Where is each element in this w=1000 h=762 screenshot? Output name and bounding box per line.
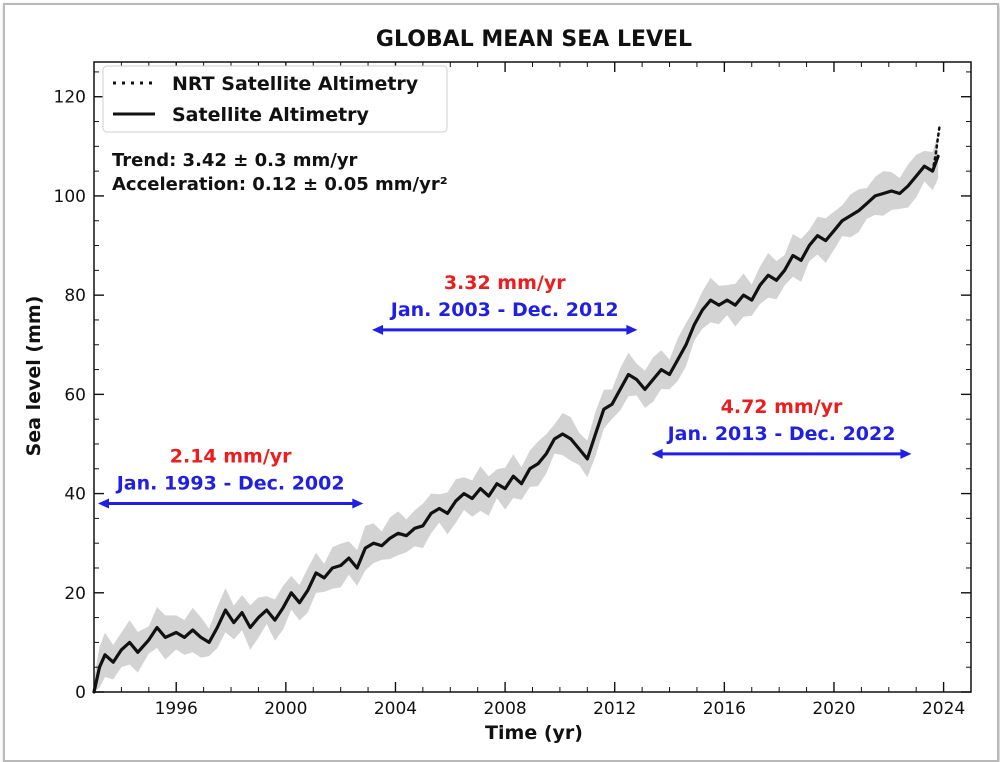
rate-label: 4.72 mm/yr (721, 396, 843, 418)
chart-title: GLOBAL MEAN SEA LEVEL (376, 27, 692, 52)
period-label: Jan. 1993 - Dec. 2002 (115, 472, 345, 494)
arrow-head-right (626, 324, 638, 335)
x-tick-label: 2012 (593, 699, 636, 719)
uncertainty-band-layer (94, 133, 939, 692)
y-tick-label: 80 (64, 286, 86, 306)
x-axis-label: Time (yr) (485, 722, 583, 744)
acceleration-text: Acceleration: 0.12 ± 0.05 mm/yr² (112, 174, 448, 195)
series-line-nrt (931, 125, 941, 173)
y-tick-label: 100 (54, 187, 86, 207)
x-tick-label: 1996 (155, 699, 198, 719)
y-tick-label: 60 (64, 385, 86, 405)
arrow-head-right (900, 448, 912, 459)
x-tick-label: 2016 (703, 699, 746, 719)
rate-label: 2.14 mm/yr (170, 445, 292, 467)
legend: NRT Satellite Altimetry Satellite Altime… (102, 65, 448, 133)
legend-box (102, 65, 448, 133)
trend-text: Trend: 3.42 ± 0.3 mm/yr (112, 150, 358, 171)
series-line-satellite (92, 154, 940, 694)
y-tick-label: 40 (64, 485, 86, 505)
arrow-head-left (98, 498, 109, 509)
y-axis-label: Sea level (mm) (23, 296, 45, 457)
x-tick-label: 2004 (374, 699, 417, 719)
x-tick-label: 2008 (483, 699, 526, 719)
y-tick-label: 20 (64, 584, 86, 604)
x-tick-label: 2024 (922, 699, 965, 719)
x-tick-label: 2000 (264, 699, 307, 719)
rate-label: 3.32 mm/yr (444, 272, 566, 294)
arrow-head-left (372, 324, 384, 335)
arrow-head-right (352, 498, 364, 509)
annotation-layer: Jan. 1993 - Dec. 2002 2.14 mm/yr Jan. 2003… (98, 272, 912, 509)
tick-layer: 1996 2000 2004 2008 2012 2016 2020 2024 0 20 40 60 8… (54, 62, 972, 719)
series-layer (92, 125, 941, 694)
legend-label-nrt: NRT Satellite Altimetry (172, 73, 419, 95)
uncertainty-band (94, 133, 939, 692)
x-tick-label: 2020 (812, 699, 855, 719)
arrow-head-left (651, 448, 663, 459)
legend-label-satellite: Satellite Altimetry (172, 104, 370, 126)
period-label: Jan. 2013 - Dec. 2022 (666, 423, 896, 445)
period-label: Jan. 2003 - Dec. 2012 (389, 299, 619, 321)
y-tick-label: 0 (75, 683, 86, 703)
y-tick-label: 120 (54, 88, 86, 108)
